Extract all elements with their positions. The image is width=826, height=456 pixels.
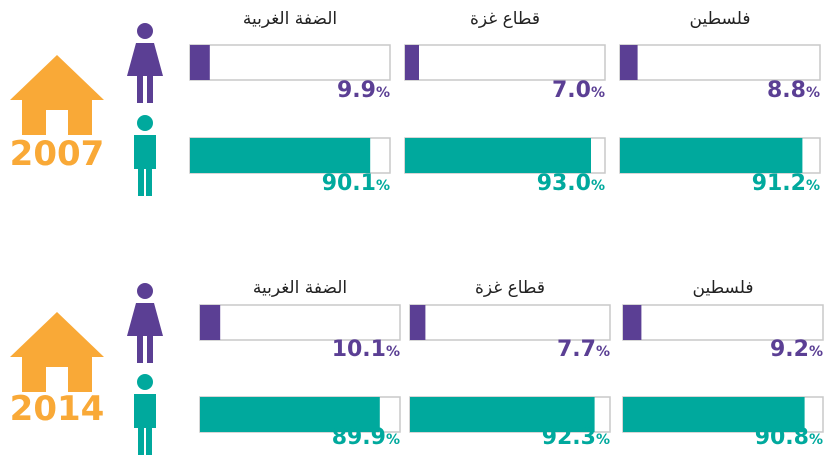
value-number: 92.3 bbox=[542, 425, 596, 450]
year: 2014 bbox=[10, 389, 105, 429]
male-bar bbox=[620, 138, 803, 173]
bar-track bbox=[619, 44, 821, 81]
male-value: 90.8% bbox=[755, 425, 823, 450]
house-icon bbox=[10, 55, 104, 135]
male-icon bbox=[137, 374, 153, 390]
bar-track bbox=[404, 44, 606, 81]
male-bar bbox=[190, 138, 371, 173]
region-name: قطاع غزة bbox=[475, 278, 545, 298]
male-value: 90.1% bbox=[322, 171, 390, 196]
bar-track bbox=[622, 304, 824, 341]
female-bar bbox=[620, 45, 638, 80]
bar-track bbox=[189, 44, 391, 81]
female-bar bbox=[190, 45, 210, 80]
female-icon bbox=[127, 43, 163, 103]
female-icon bbox=[137, 283, 153, 299]
female-icon bbox=[137, 23, 153, 39]
female-bar bbox=[200, 305, 221, 340]
value-unit: % bbox=[596, 432, 610, 448]
male-icon bbox=[137, 115, 153, 131]
value-number: 8.8 bbox=[767, 78, 806, 103]
female-value: 7.7% bbox=[557, 337, 610, 362]
female-value: 9.2% bbox=[770, 337, 823, 362]
male-value: 89.9% bbox=[332, 425, 400, 450]
region-name: فلسطين bbox=[693, 278, 754, 298]
male-bar bbox=[405, 138, 591, 173]
male-icon bbox=[134, 135, 156, 196]
value-number: 89.9 bbox=[332, 425, 386, 450]
value-unit: % bbox=[376, 85, 390, 101]
value-number: 90.1 bbox=[322, 171, 376, 196]
male-bar bbox=[623, 397, 805, 432]
value-number: 91.2 bbox=[752, 171, 806, 196]
value-number: 9.9 bbox=[337, 78, 376, 103]
value-number: 90.8 bbox=[755, 425, 809, 450]
female-bar bbox=[623, 305, 642, 340]
value-number: 7.7 bbox=[557, 337, 596, 362]
female-icon bbox=[127, 303, 163, 363]
female-value: 9.9% bbox=[337, 78, 390, 103]
region-name: فلسطين bbox=[690, 9, 751, 29]
value-unit: % bbox=[386, 432, 400, 448]
value-number: 7.0 bbox=[552, 78, 591, 103]
value-unit: % bbox=[809, 432, 823, 448]
male-bar bbox=[200, 397, 380, 432]
year: 2007 bbox=[10, 134, 105, 174]
value-unit: % bbox=[806, 85, 820, 101]
female-bar bbox=[405, 45, 419, 80]
value-unit: % bbox=[596, 344, 610, 360]
male-icon bbox=[134, 394, 156, 455]
value-unit: % bbox=[806, 178, 820, 194]
female-value: 10.1% bbox=[332, 337, 400, 362]
female-value: 8.8% bbox=[767, 78, 820, 103]
value-unit: % bbox=[386, 344, 400, 360]
value-number: 10.1 bbox=[332, 337, 386, 362]
female-value: 7.0% bbox=[552, 78, 605, 103]
bar-track bbox=[199, 304, 401, 341]
male-value: 93.0% bbox=[537, 171, 605, 196]
male-value: 92.3% bbox=[542, 425, 610, 450]
value-unit: % bbox=[376, 178, 390, 194]
region-name: الضفة الغربية bbox=[253, 278, 347, 298]
region-name: الضفة الغربية bbox=[243, 9, 337, 29]
female-bar bbox=[410, 305, 426, 340]
region-name: قطاع غزة bbox=[470, 9, 540, 29]
value-unit: % bbox=[591, 178, 605, 194]
bar-track bbox=[409, 304, 611, 341]
value-number: 9.2 bbox=[770, 337, 809, 362]
value-unit: % bbox=[591, 85, 605, 101]
value-number: 93.0 bbox=[537, 171, 591, 196]
male-value: 91.2% bbox=[752, 171, 820, 196]
house-icon bbox=[10, 312, 104, 392]
male-bar bbox=[410, 397, 595, 432]
value-unit: % bbox=[809, 344, 823, 360]
